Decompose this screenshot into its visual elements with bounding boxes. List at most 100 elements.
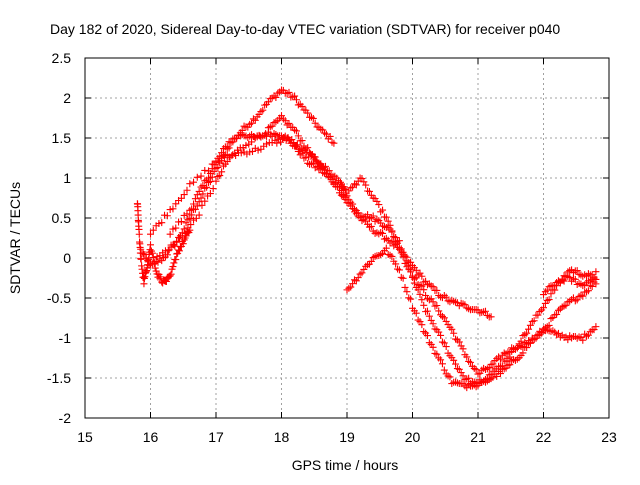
data-point [545,321,553,329]
data-point [452,378,460,386]
data-point [579,336,587,344]
data-point [455,365,463,373]
data-point [281,117,289,125]
data-point [135,230,143,238]
data-point [183,186,191,194]
data-point [463,353,471,361]
data-point [540,304,547,312]
data-point [218,168,226,176]
x-tick-label: 21 [470,429,486,445]
data-point [416,290,424,298]
data-point [188,211,196,219]
data-point [429,320,437,328]
data-point [465,305,473,313]
data-point [377,251,385,259]
data-point [395,245,403,253]
data-point [149,254,157,262]
data-point [461,301,469,309]
data-point [496,370,504,378]
data-point [450,297,458,305]
data-point [321,129,329,137]
data-point [166,230,174,238]
data-point [187,221,195,229]
data-point [459,300,467,308]
data-point [294,132,302,140]
data-point [513,355,521,363]
data-point [496,355,504,363]
data-point [388,227,396,235]
y-tick-label: 2.5 [52,50,72,66]
data-point [273,139,281,147]
data-point [268,122,276,130]
data-point [377,208,385,216]
data-point [425,312,433,320]
data-point [429,343,437,351]
data-point [465,374,473,382]
data-point [303,148,311,156]
data-point [442,317,450,325]
data-point [401,283,409,291]
data-point [148,249,156,257]
data-point [259,106,267,114]
data-point [183,210,191,218]
series-track-e [343,244,600,392]
data-point [151,264,159,272]
data-point [450,356,458,364]
data-point [248,138,256,146]
data-point [397,249,405,257]
data-point [474,370,482,378]
data-point [399,253,407,261]
data-point [150,260,158,268]
data-point [538,329,546,337]
data-point [425,339,433,347]
data-point [455,338,463,346]
data-point [291,92,299,100]
data-point [149,226,157,234]
x-tick-label: 17 [208,429,224,445]
data-point [560,277,568,285]
data-point [437,311,445,319]
data-point [325,167,333,175]
data-point [190,178,198,186]
data-point [399,274,407,282]
data-point [457,369,465,377]
data-point [191,195,199,203]
data-point [440,366,448,374]
y-tick-label: -1.5 [47,370,71,386]
data-point [190,200,198,208]
data-point [577,291,585,299]
data-point [386,251,394,259]
data-point [450,329,458,337]
data-point [240,122,248,130]
data-point [188,205,196,213]
data-point [429,298,437,306]
data-point [208,160,216,168]
data-point [365,187,373,195]
data-point [248,119,256,127]
data-point [195,211,203,219]
data-point [272,118,280,126]
data-point [498,362,506,370]
data-point [431,349,439,357]
data-point [349,280,357,288]
data-point [386,221,394,229]
data-point [545,296,553,304]
data-point [476,369,484,377]
data-point [360,178,368,186]
x-tick-label: 20 [405,429,421,445]
data-point [394,265,402,273]
data-point [506,361,514,369]
data-point [515,341,523,349]
data-point [345,284,353,292]
data-point [448,380,456,388]
data-point [292,127,300,135]
data-point [166,272,174,280]
data-point [201,197,209,205]
data-point [530,317,538,325]
y-tick-label: 1 [63,170,71,186]
data-point [437,356,445,364]
data-point [285,119,293,127]
data-point [367,257,375,265]
data-point [553,310,561,318]
data-point [416,318,424,326]
